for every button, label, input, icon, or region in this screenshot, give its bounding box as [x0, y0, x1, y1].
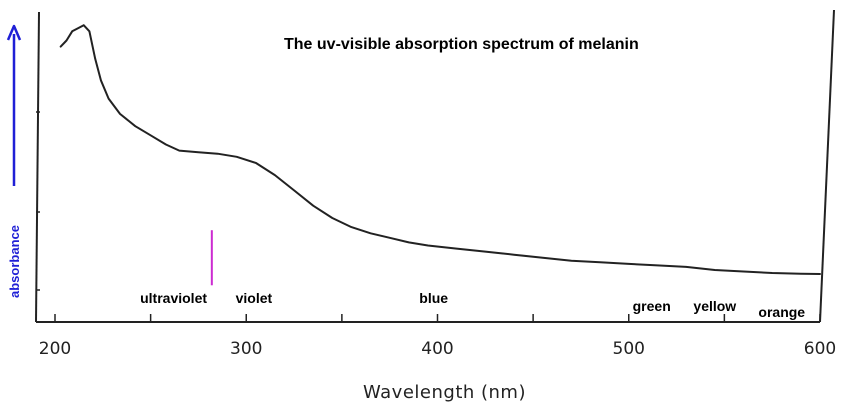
x-axis-title: Wavelength (nm): [363, 382, 526, 403]
right-frame-line: [819, 9, 835, 323]
region-label: orange: [758, 304, 805, 320]
region-label: blue: [419, 290, 448, 306]
chart-title: The uv-visible absorption spectrum of me…: [284, 36, 639, 53]
x-tick-label: 500: [613, 339, 645, 359]
x-tick-label: 300: [230, 339, 262, 359]
region-label: violet: [236, 290, 273, 306]
x-tick-labels-group: 200 300 400 500 600: [39, 339, 836, 359]
x-tick-label: 600: [804, 339, 836, 359]
x-ticks-group: [54, 314, 821, 322]
y-axis-arrow: [6, 24, 22, 186]
absorption-curve: [59, 24, 821, 275]
region-label: yellow: [693, 298, 736, 314]
x-tick-label: 400: [421, 339, 453, 359]
axes-group: [35, 9, 835, 323]
region-label: ultraviolet: [140, 290, 207, 306]
y-axis-title: absorbance: [7, 225, 22, 298]
x-tick-label: 200: [39, 339, 71, 359]
region-label: green: [633, 298, 671, 314]
region-labels-group: ultraviolet violet blue green yellow orange: [140, 290, 805, 320]
left-frame-line: [35, 11, 40, 323]
